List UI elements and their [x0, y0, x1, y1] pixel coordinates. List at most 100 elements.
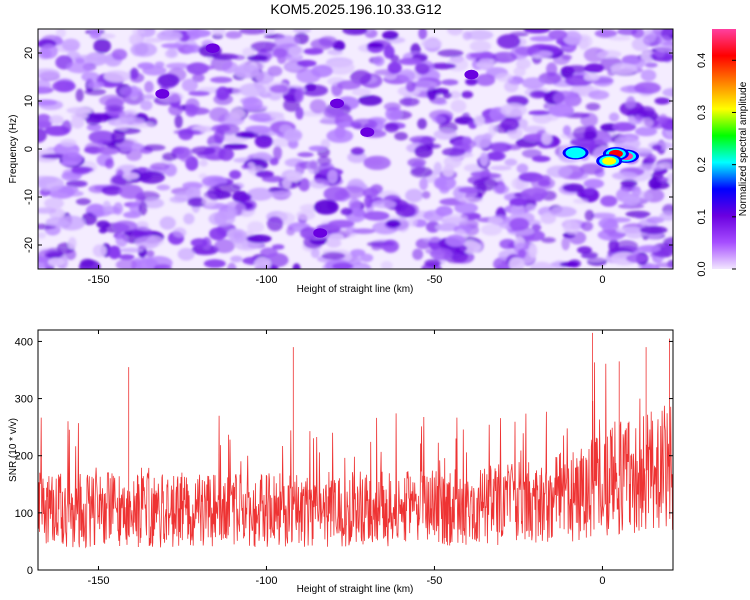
heatmap-noise-blob: [38, 232, 47, 239]
heatmap-noise-blob: [168, 103, 184, 116]
heatmap-noise-blob: [398, 57, 422, 65]
heatmap-noise-blob: [611, 171, 638, 180]
heatmap-noise-blob: [38, 207, 57, 214]
heatmap-noise-blob: [639, 225, 668, 235]
snr-y-tick-label: 400: [15, 336, 33, 348]
chart-title: KOM5.2025.196.10.33.G12: [270, 1, 442, 17]
heatmap-noise-blob: [316, 156, 332, 167]
heatmap-x-tick-label: -100: [255, 274, 277, 286]
heatmap-noise-blob: [140, 100, 153, 111]
heatmap-noise-blob: [666, 172, 673, 184]
heatmap-noise-blob: [308, 178, 330, 189]
heatmap-noise-blob: [183, 213, 195, 225]
heatmap-noise-blob: [430, 248, 454, 261]
heatmap-noise-blob: [407, 157, 427, 168]
heatmap-noise-blob: [250, 41, 279, 53]
heatmap-noise-blob: [38, 256, 54, 269]
heatmap-noise-blob: [584, 209, 595, 222]
heatmap-noise-blob: [188, 90, 211, 97]
heatmap-noise-blob: [447, 29, 464, 36]
heatmap-noise-blob: [119, 247, 144, 253]
heatmap-noise-blob: [578, 38, 589, 51]
heatmap-noise-blob: [608, 112, 620, 122]
heatmap-y-tick-label: 10: [23, 95, 35, 107]
heatmap-noise-blob: [144, 81, 154, 93]
heatmap-noise-blob: [504, 80, 519, 93]
heatmap-noise-blob: [86, 112, 113, 123]
heatmap-noise-blob: [104, 105, 125, 112]
heatmap-noise-blob: [209, 227, 227, 241]
heatmap-noise-blob: [352, 228, 376, 234]
heatmap-noise-blob: [340, 207, 353, 216]
heatmap-x-ticks: -150 -100 -50 0: [87, 29, 606, 286]
snr-x-tick-label: -150: [87, 575, 109, 587]
heatmap-noise-blob: [238, 193, 252, 202]
colorbar-tick-label: 0.4: [696, 53, 708, 68]
heatmap-noise-blob: [138, 171, 166, 184]
heatmap-noise-blob: [412, 248, 424, 261]
heatmap-noise-blob: [394, 132, 408, 141]
heatmap-noise-blob: [184, 103, 198, 117]
heatmap-noise-blob: [191, 146, 216, 156]
heatmap-noise-blob: [516, 163, 529, 174]
heatmap-noise-blob: [336, 80, 362, 90]
heatmap-noise-blob: [269, 190, 292, 198]
heatmap-noise-blob: [181, 78, 198, 92]
heatmap-noise-blob: [508, 257, 525, 269]
heatmap-noise-blob: [423, 237, 445, 243]
heatmap-noise-blob: [214, 239, 235, 254]
heatmap-noise-blob: [435, 99, 448, 105]
heatmap-noise-blob: [230, 108, 245, 120]
heatmap-noise-blob: [55, 29, 66, 39]
heatmap-noise-blob: [267, 65, 283, 77]
heatmap-noise-blob: [161, 43, 184, 49]
heatmap-noise-blob: [300, 226, 318, 240]
heatmap-noise-blob: [640, 117, 654, 128]
heatmap-noise-blob: [383, 45, 395, 59]
heatmap-noise-blob: [190, 238, 208, 248]
heatmap-noise-blob: [157, 73, 180, 88]
heatmap-noise-blob: [364, 195, 373, 209]
heatmap-noise-blob: [66, 107, 92, 114]
heatmap-noise-blob: [261, 175, 285, 183]
heatmap-noise-blob: [492, 184, 510, 195]
heatmap-noise-blob: [658, 163, 672, 169]
heatmap-noise-blob: [425, 221, 441, 233]
heatmap-noise-blob: [242, 47, 256, 57]
heatmap-noise-blob: [514, 46, 541, 56]
heatmap-noise-blob: [572, 126, 596, 141]
heatmap-hotspot: [332, 100, 343, 107]
heatmap-noise-blob: [395, 204, 416, 218]
heatmap-noise-blob: [610, 63, 638, 75]
heatmap-noise-blob: [538, 72, 562, 85]
colorbar-title: Normalized spectral amplitude: [738, 81, 749, 216]
heatmap-texture: [38, 29, 673, 269]
heatmap-noise-blob: [509, 197, 528, 207]
heatmap-noise-blob: [350, 147, 365, 156]
heatmap-noise-blob: [387, 61, 402, 74]
heatmap-noise-blob: [138, 201, 148, 216]
heatmap-noise-blob: [454, 202, 478, 214]
heatmap-noise-blob: [620, 179, 638, 188]
heatmap-noise-blob: [40, 153, 67, 159]
heatmap-noise-blob: [44, 197, 64, 210]
snr-y-tick-label: 300: [15, 394, 33, 406]
heatmap-noise-blob: [410, 166, 433, 178]
heatmap-hotspot: [207, 44, 218, 52]
heatmap-y-ticks: -20 -10 0 10 20: [23, 47, 673, 253]
heatmap-noise-blob: [458, 197, 483, 203]
heatmap-noise-blob: [326, 238, 342, 248]
heatmap-noise-blob: [283, 128, 303, 143]
heatmap-noise-blob: [215, 86, 230, 101]
heatmap-noise-blob: [38, 99, 58, 106]
heatmap-noise-blob: [622, 195, 641, 205]
heatmap-noise-blob: [183, 44, 202, 54]
heatmap-noise-blob: [448, 90, 461, 99]
heatmap-noise-blob: [360, 253, 374, 263]
heatmap-noise-blob: [523, 29, 551, 34]
heatmap-noise-blob: [529, 35, 556, 42]
heatmap-noise-blob: [222, 143, 248, 150]
heatmap-noise-blob: [540, 212, 557, 224]
heatmap-noise-blob: [246, 234, 272, 243]
heatmap-noise-blob: [624, 226, 645, 239]
